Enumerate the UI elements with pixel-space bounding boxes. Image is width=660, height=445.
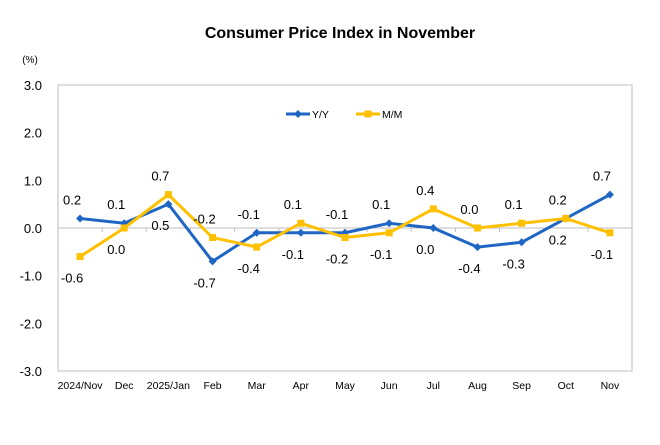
x-tick-label: Mar: [248, 380, 267, 392]
x-tick-label: 2025/Jan: [147, 380, 190, 392]
data-label: -0.6: [61, 271, 83, 286]
data-point: [208, 257, 217, 266]
data-label: -0.1: [326, 207, 348, 222]
data-point: [606, 229, 614, 237]
data-label: 0.2: [549, 232, 567, 247]
legend-label: Y/Y: [312, 109, 329, 121]
y-tick-label: 2.0: [24, 126, 42, 141]
data-point: [120, 224, 128, 232]
data-label: 0.0: [107, 242, 125, 257]
x-tick-label: Aug: [468, 380, 487, 392]
x-tick-label: 2024/Nov: [58, 380, 104, 392]
y-tick-label: -3.0: [20, 364, 42, 379]
data-label: 0.7: [151, 169, 169, 184]
y-axis-unit: (%): [22, 55, 38, 66]
data-point: [518, 219, 526, 227]
data-label: 0.4: [416, 183, 434, 198]
x-tick-label: Jul: [427, 380, 440, 392]
data-label: -0.1: [282, 247, 304, 262]
series-yy: 0.2 0.1 0.5 -0.7 -0.1 -0.1 -0.1 0.1 0.0 -0.4 -0.3 0…: [63, 169, 614, 290]
data-point: [517, 238, 526, 247]
data-label: -0.2: [193, 212, 215, 227]
data-label: 0.2: [63, 192, 81, 207]
data-label: 0.2: [549, 192, 567, 207]
y-tick-label: -1.0: [20, 269, 42, 284]
x-tick-label: Jun: [381, 380, 398, 392]
x-tick-label: Oct: [558, 380, 574, 392]
data-label: 0.5: [151, 218, 169, 233]
data-point: [297, 219, 305, 227]
data-label: -0.3: [502, 256, 524, 271]
legend-label: M/M: [382, 109, 402, 121]
data-point: [473, 224, 481, 232]
legend-marker: [294, 110, 302, 118]
x-tick-label: Apr: [293, 380, 310, 392]
x-tick-label: Dec: [115, 380, 134, 392]
data-label: -0.4: [237, 261, 259, 276]
y-tick-label: 3.0: [24, 78, 42, 93]
data-point: [562, 214, 570, 222]
legend-marker: [364, 110, 372, 118]
data-point: [209, 234, 217, 242]
data-label: -0.2: [326, 252, 348, 267]
data-label: 0.1: [284, 197, 302, 212]
x-tick-label: Sep: [512, 380, 531, 392]
data-point: [253, 243, 261, 251]
data-point: [341, 234, 349, 242]
data-point: [429, 205, 437, 213]
data-label: 0.1: [372, 197, 390, 212]
x-tick-label: May: [335, 380, 356, 392]
data-point: [76, 253, 84, 261]
data-label: -0.4: [458, 261, 480, 276]
data-point: [385, 219, 394, 228]
data-point: [385, 229, 393, 237]
data-label: -0.1: [370, 247, 392, 262]
chart-title: Consumer Price Index in November: [205, 25, 475, 42]
data-point: [164, 191, 172, 199]
data-label: -0.1: [237, 207, 259, 222]
data-label: -0.1: [591, 247, 613, 262]
y-tick-label: 1.0: [24, 173, 42, 188]
data-label: 0.1: [107, 197, 125, 212]
data-point: [429, 224, 438, 232]
data-point: [473, 243, 482, 252]
data-label: 0.1: [505, 197, 523, 212]
data-point: [252, 228, 261, 237]
data-point: [296, 228, 305, 237]
data-label: 0.0: [416, 242, 434, 257]
data-label: -0.7: [193, 275, 215, 290]
y-tick-label: -2.0: [20, 316, 42, 331]
series-mm: -0.6 0.0 0.7 -0.2 -0.4 0.1 -0.2 -0.1 0.4 0.0 0.1 0.…: [61, 169, 614, 286]
y-tick-label: 0.0: [24, 221, 42, 236]
x-tick-label: Feb: [203, 380, 221, 392]
data-point: [164, 200, 173, 209]
data-point: [605, 190, 614, 199]
data-point: [76, 214, 85, 223]
x-tick-label: Nov: [601, 380, 620, 392]
data-label: 0.7: [593, 169, 611, 184]
data-label: 0.0: [460, 202, 478, 217]
